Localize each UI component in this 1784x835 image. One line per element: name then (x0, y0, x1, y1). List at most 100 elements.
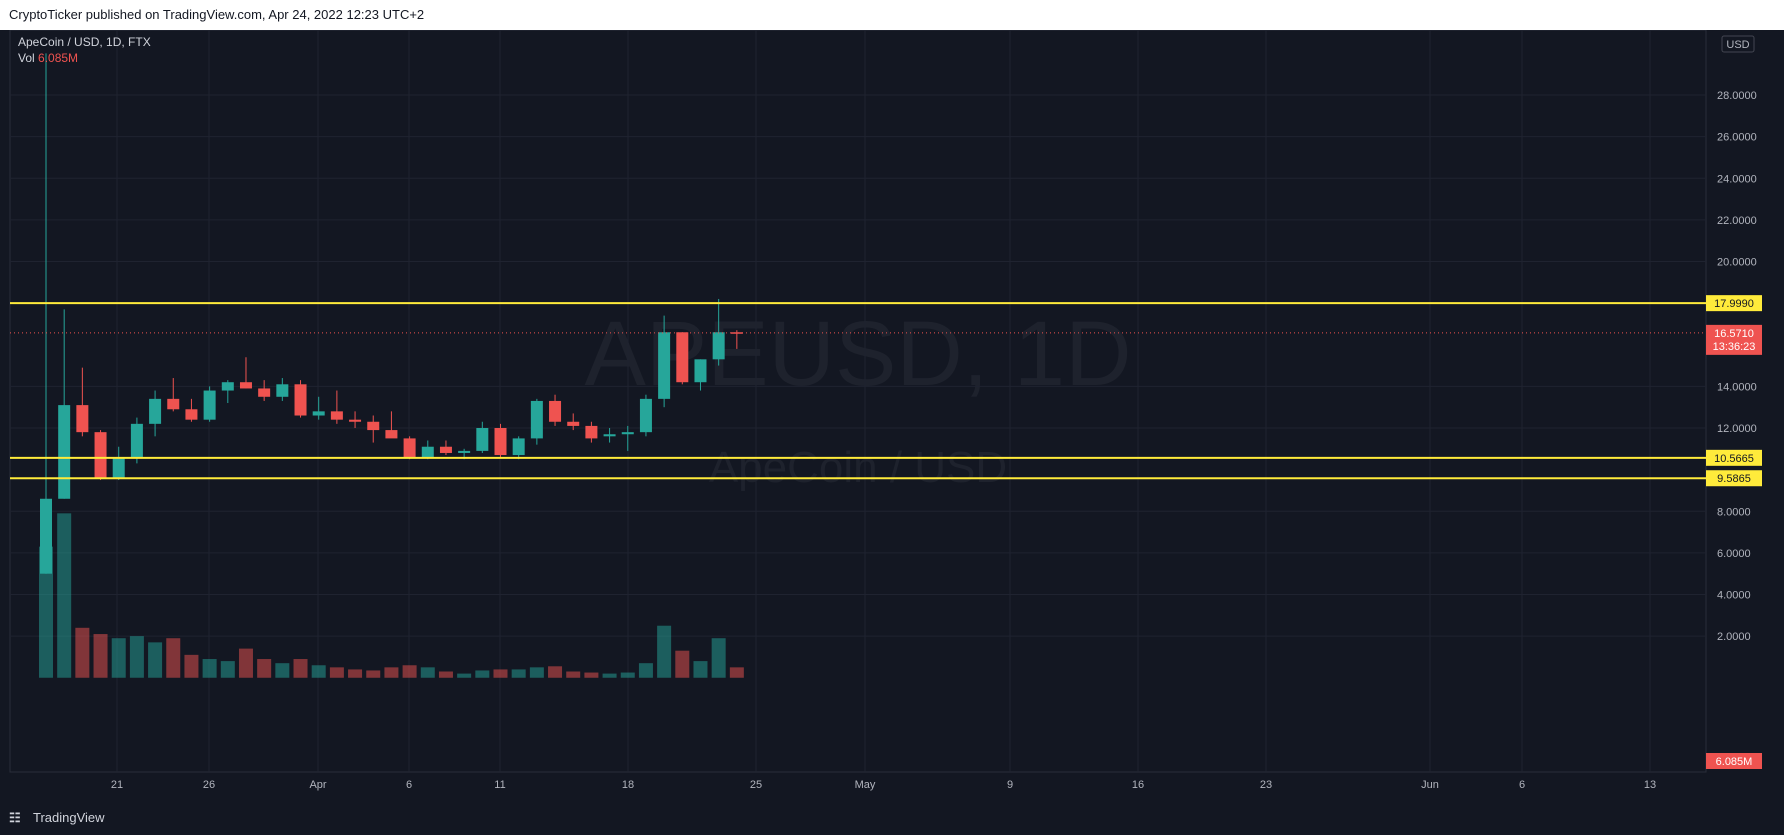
countdown-label: 13:36:23 (1713, 341, 1756, 353)
candle-body (239, 382, 252, 389)
x-tick-label: 11 (494, 779, 505, 791)
currency-badge (1721, 35, 1755, 53)
candle-body (421, 446, 434, 458)
candle-body (76, 405, 89, 433)
volume-bar (438, 671, 453, 678)
currency-label: USD (1726, 39, 1749, 51)
y-tick-label: 24.0000 (1717, 173, 1757, 185)
volume-bar (638, 663, 653, 678)
volume-bar (166, 638, 181, 678)
candle-body (276, 384, 289, 397)
volume-bar (257, 659, 272, 678)
candle-body (149, 398, 162, 424)
candle-body (494, 428, 507, 456)
volume-bar (566, 671, 581, 678)
footer-bar: ☷ TradingView (0, 802, 1784, 835)
symbol-label: ApeCoin / USD, 1D, FTX (18, 35, 151, 49)
candle-body (221, 382, 234, 391)
y-tick-label: 6.0000 (1717, 548, 1751, 560)
candle-body (694, 359, 707, 383)
x-tick-label: Apr (309, 779, 326, 791)
chart-legend: ApeCoin / USD, 1D, FTX Vol 6.085M (18, 34, 151, 66)
price-chart[interactable]: APEUSD, 1D ApeCoin / USD 28.0000 26.0000 24.… (0, 30, 1784, 802)
volume-bar (420, 667, 435, 678)
x-tick-label: 6 (1519, 779, 1525, 791)
x-tick-label: 6 (406, 779, 412, 791)
tradingview-logo-icon[interactable]: ☷ (9, 810, 21, 825)
volume-bar (75, 627, 90, 678)
level-badge (1706, 295, 1762, 312)
candle-body (403, 438, 416, 458)
x-tick-label: 9 (1007, 779, 1013, 791)
candle-body (112, 457, 125, 478)
candle-body (94, 432, 107, 478)
level-badge (1706, 449, 1762, 466)
y-tick-label: 26.0000 (1717, 132, 1757, 144)
candle-body (676, 332, 689, 383)
candle-body (130, 423, 143, 458)
volume-legend: Vol 6.085M (18, 50, 151, 66)
volume-bar (493, 669, 508, 678)
x-tick-label: May (855, 779, 876, 791)
candle-body (603, 434, 616, 437)
candle-body (567, 421, 580, 426)
candle-body (730, 332, 743, 334)
level-label: 17.9990 (1714, 298, 1754, 310)
volume-bar (39, 546, 53, 678)
y-tick-label: 14.0000 (1717, 381, 1757, 393)
volume-value: 6.085M (38, 51, 79, 65)
candle-body (330, 411, 343, 420)
publish-header: CryptoTicker published on TradingView.co… (0, 0, 1784, 30)
candle-body (621, 432, 634, 435)
x-tick-label: 21 (111, 779, 123, 791)
volume-bar (384, 667, 399, 678)
y-tick-label: 8.0000 (1717, 506, 1751, 518)
volume-bar (93, 634, 108, 678)
volume-bar (293, 659, 308, 678)
candle-body (367, 421, 380, 431)
volume-bar (311, 665, 326, 678)
volume-bar (475, 670, 490, 678)
watermark-symbol: APEUSD, 1D (584, 303, 1131, 405)
candle-body (349, 419, 362, 422)
candle-body (203, 390, 216, 420)
volume-bar (348, 669, 363, 678)
y-tick-label: 20.0000 (1717, 257, 1757, 269)
tradingview-logo-text[interactable]: TradingView (33, 810, 105, 825)
volume-bar (584, 672, 599, 678)
y-tick-label: 12.0000 (1717, 423, 1757, 435)
volume-bar (366, 670, 381, 678)
volume-bar (275, 663, 290, 678)
volume-bar (202, 659, 217, 678)
volume-badge (1706, 753, 1762, 769)
candle-body (585, 425, 598, 439)
volume-bar (529, 667, 544, 678)
candle-body (439, 446, 452, 453)
volume-label: Vol (18, 51, 35, 65)
y-tick-label: 4.0000 (1717, 590, 1751, 602)
volume-bar (511, 669, 526, 678)
volume-bar (711, 638, 726, 678)
volume-bar (220, 661, 235, 678)
candle-body (712, 332, 725, 360)
volume-bar (329, 667, 344, 678)
volume-bar (238, 648, 253, 678)
plot-area (9, 30, 1707, 773)
x-tick-label: 18 (622, 779, 634, 791)
candle-body (385, 430, 398, 439)
volume-bar (729, 667, 744, 678)
volume-bar (57, 513, 72, 678)
candle-body (530, 400, 543, 439)
volume-bar (111, 638, 126, 678)
volume-badge-label: 6.085M (1716, 756, 1753, 768)
x-tick-label: 25 (750, 779, 762, 791)
last-price-badge (1706, 324, 1762, 355)
candle-body (658, 332, 671, 399)
candle-body (58, 405, 71, 499)
candle-body (294, 384, 307, 416)
last-price-label: 16.5710 (1714, 328, 1754, 340)
publish-text: CryptoTicker published on TradingView.co… (9, 7, 425, 22)
volume-bar (602, 673, 617, 678)
x-tick-label: 13 (1644, 779, 1656, 791)
